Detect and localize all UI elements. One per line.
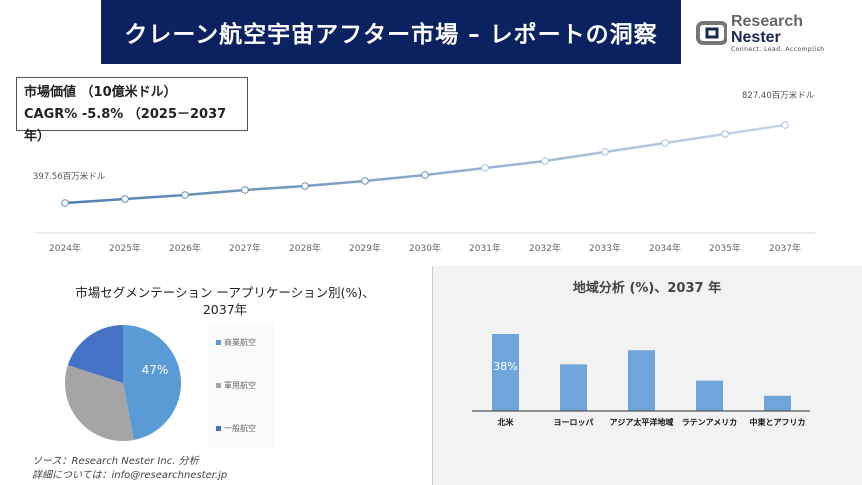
legend-label: 軍用航空: [224, 381, 256, 390]
data-point: [121, 195, 129, 203]
contact-text: 詳細については：info@researchnester.jp: [32, 470, 228, 481]
source-text: ソース：Research Nester Inc. 分析: [32, 456, 199, 467]
bar: [764, 395, 791, 411]
legend-swatch: [216, 383, 221, 388]
data-point: [481, 164, 489, 172]
data-point: [61, 199, 69, 207]
pie-slice-3: [67, 325, 123, 383]
pie-title-line1: 市場セグメンテーション ーアプリケーション別(%)、: [75, 285, 375, 300]
bar: [628, 350, 655, 411]
x-tick-label: ラテンアメリカ: [682, 418, 738, 427]
logo-name: Research: [730, 12, 804, 30]
x-tick-label: 中東とアフリカ: [750, 417, 806, 427]
pie-chart-title: 市場セグメンテーション ーアプリケーション別(%)、 2037年: [60, 284, 390, 318]
x-tick-label: 2029年: [349, 242, 381, 254]
pie-legend: 商業航空軍用航空一般航空: [208, 323, 274, 447]
x-tick-label: 2032年: [529, 242, 561, 254]
legend-item: 商業航空: [216, 337, 256, 348]
market-info-box: 市場価値 （10億米ドル） CAGR% -5.8% （2025－2037年）: [16, 77, 248, 144]
pie-data-label: 47%: [142, 363, 169, 377]
data-point: [781, 121, 789, 129]
x-tick-label: 2026年: [169, 242, 201, 254]
x-tick-label: 2028年: [289, 242, 321, 254]
data-point: [421, 171, 429, 179]
x-tick-label: 2027年: [229, 242, 261, 254]
data-point: [241, 186, 249, 194]
bar: [492, 334, 519, 411]
legend-label: 一般航空: [224, 424, 256, 433]
legend-swatch: [216, 340, 221, 345]
legend-swatch: [216, 426, 221, 431]
x-tick-label: 北米: [498, 417, 515, 427]
x-tick-label: 2031年: [469, 242, 501, 254]
x-tick-label: 2030年: [409, 242, 441, 254]
line-series: [64, 123, 786, 205]
data-point: [661, 139, 669, 147]
data-point: [181, 191, 189, 199]
x-tick-label: 2033年: [589, 242, 621, 254]
bar-chart-title: 地域分析 (%)、2037 年: [572, 281, 722, 296]
legend-label: 商業航空: [224, 338, 256, 347]
x-tick-label: ヨーロッパ: [554, 417, 594, 427]
data-point: [601, 148, 609, 156]
cagr-label: CAGR% -5.8% （2025－2037年）: [24, 107, 227, 144]
logo-name-bold: Nester: [730, 28, 781, 46]
market-value-label: 市場価値 （10億米ドル）: [24, 85, 177, 100]
research-nester-logo: Research Nester Connect. Lead. Accomplis…: [696, 12, 846, 53]
logo-icon: [696, 21, 727, 45]
data-label-first: 397.56百万米ドル: [33, 171, 106, 182]
x-tick-label: 2034年: [649, 242, 681, 254]
x-tick-label: 2025年: [109, 242, 141, 254]
line-chart: 2024年 2025年 2026年 2027年 2028年 2029年 2030年 2031年…: [33, 90, 815, 254]
data-label-last: 827.40百万米ドル: [742, 90, 815, 101]
x-tick-label: アジア太平洋地域: [610, 417, 674, 427]
pie-title-line2: 2037年: [202, 302, 248, 317]
pie-slice-1: [123, 325, 181, 440]
x-tick-label: 2035年: [709, 242, 741, 254]
bar-chart: 北米 ヨーロッパ アジア太平洋地域 ラテンアメリカ 中東とアフリカ 38%: [472, 334, 810, 427]
pie-chart: 47%: [65, 325, 181, 441]
x-tick-label: 2037年: [769, 242, 801, 254]
legend-item: 一般航空: [216, 423, 256, 434]
bar: [696, 380, 723, 411]
x-tick-label: 2024年: [49, 242, 81, 254]
page-title: クレーン航空宇宙アフター市場 – レポートの洞察: [101, 0, 681, 64]
data-point: [361, 177, 369, 185]
pie-slice-2: [65, 365, 134, 441]
data-point: [721, 130, 729, 138]
data-point: [301, 182, 309, 190]
data-point: [541, 157, 549, 165]
bar-data-label: 38%: [493, 360, 517, 373]
source-note: ソース：Research Nester Inc. 分析 詳細については：info…: [32, 455, 227, 483]
legend-item: 軍用航空: [216, 380, 256, 391]
logo-tagline: Connect. Lead. Accomplish: [730, 45, 825, 53]
bar: [560, 364, 587, 411]
